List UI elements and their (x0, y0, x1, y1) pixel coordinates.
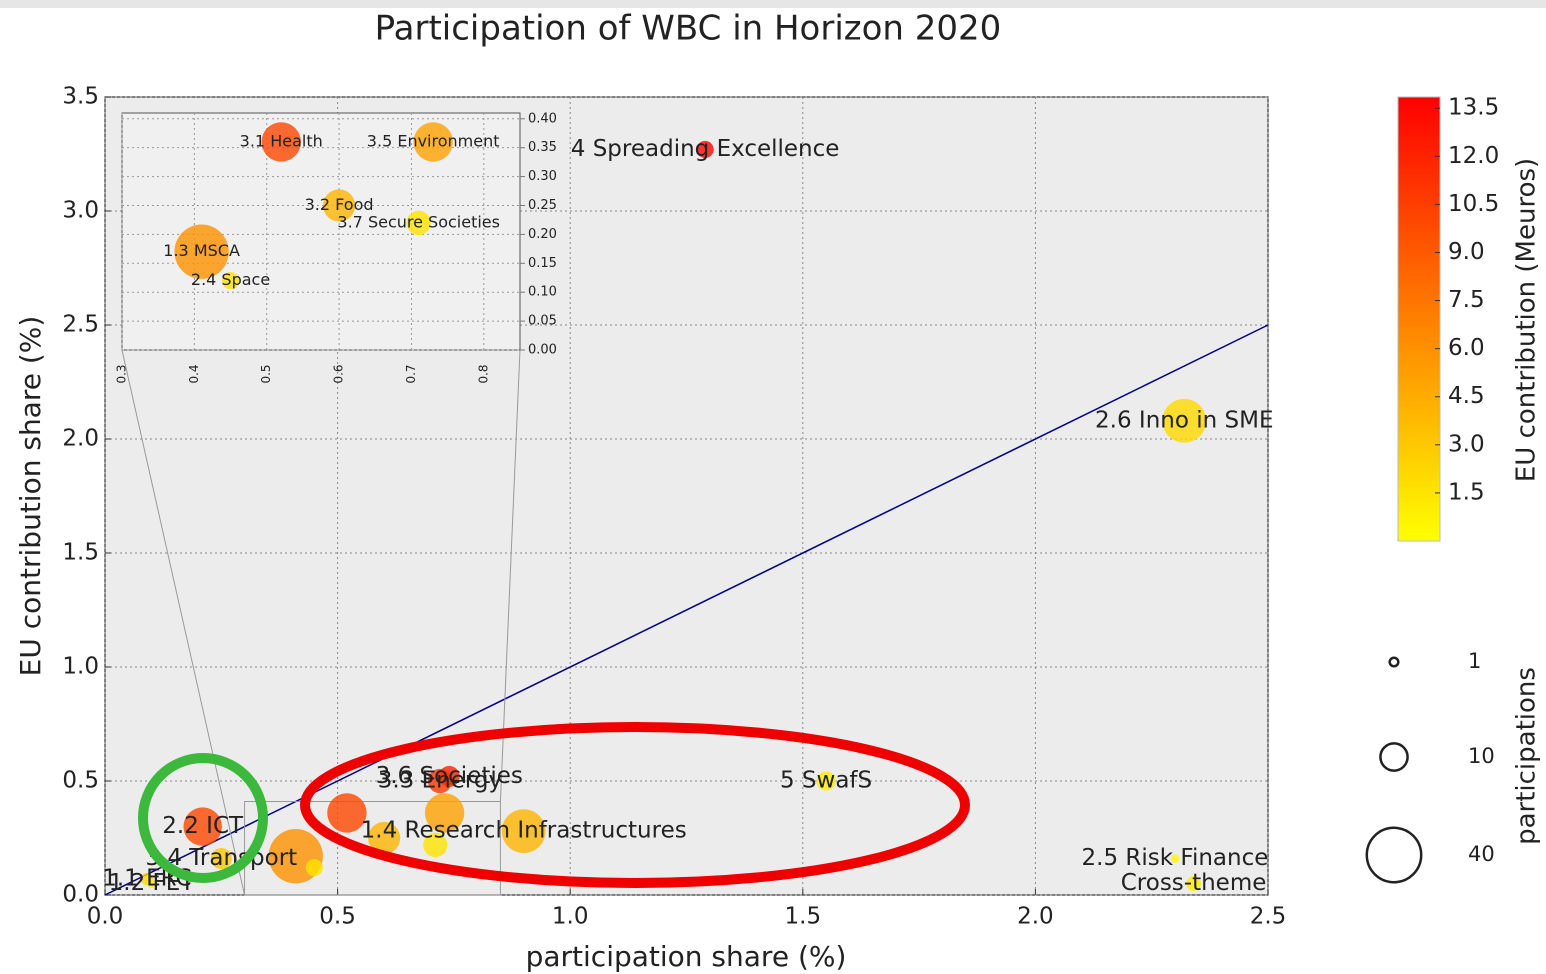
point-label: 3.3 Energy (378, 768, 502, 794)
zoom-connector (499, 349, 521, 802)
y-tick-label: 1.0 (62, 654, 99, 680)
y-tick-label: 3.5 (62, 84, 99, 110)
inset-bubble (221, 272, 240, 290)
inset-y-tick-label: 0.35 (528, 140, 557, 155)
bubble (424, 793, 465, 833)
y-tick-label: 3.0 (62, 198, 99, 224)
size-legend-title: participations (1512, 667, 1542, 845)
bubble (147, 879, 156, 888)
inset-bubble (406, 210, 431, 235)
inset-x-tick-label: 0.6 (332, 364, 346, 383)
inset-bubble (413, 122, 453, 162)
zoom-connector (121, 349, 246, 896)
point-label: 3.6 Societies (376, 763, 523, 789)
colorbar (1397, 96, 1441, 542)
colorbar-label: EU contribution (Meuros) (1512, 158, 1542, 482)
bubble (501, 809, 546, 854)
bubble (327, 793, 367, 833)
colorbar-tick-label: 13.5 (1448, 95, 1499, 121)
colorbar-tick-label: 3.0 (1448, 431, 1485, 457)
x-axis-label: participation share (%) (526, 940, 847, 973)
point-label: Cross-theme (1121, 870, 1267, 896)
inset-point-label: 3.7 Secure Societies (337, 212, 500, 231)
size-legend-label: 1 (1468, 649, 1481, 673)
bubble (305, 859, 323, 877)
size-legend-marker (1388, 656, 1400, 668)
point-label: 5 SwafS (780, 768, 872, 794)
bubble (210, 847, 232, 870)
y-tick-label: 2.0 (62, 426, 99, 452)
x-tick-label: 1.5 (785, 904, 822, 930)
colorbar-tick-label: 7.5 (1448, 287, 1485, 313)
inset-x-tick-label: 0.4 (187, 364, 201, 383)
bubble (368, 821, 401, 855)
inset-y-tick-label: 0.20 (528, 227, 557, 242)
x-tick-label: 2.5 (1250, 904, 1287, 930)
size-legend-marker (1379, 742, 1409, 772)
bubble (816, 771, 836, 791)
colorbar-tick-label: 10.5 (1448, 191, 1499, 217)
y-tick-label: 0.5 (62, 768, 99, 794)
inset-y-tick-label: 0.40 (528, 111, 557, 126)
bubble (1186, 876, 1202, 892)
x-tick-label: 2.0 (1017, 904, 1054, 930)
inset-x-tick-label: 0.7 (404, 364, 418, 383)
size-legend-label: 10 (1468, 744, 1495, 768)
inset-point-label: 3.5 Environment (367, 131, 500, 150)
inset-y-tick-label: 0.00 (528, 343, 557, 358)
point-label: 1.4 Research Infrastructures (361, 818, 687, 844)
bubble (427, 768, 453, 794)
reference-line (104, 324, 1269, 896)
inset-point-label: 2.4 Space (191, 270, 270, 289)
bubble (1170, 854, 1180, 863)
annotation-ellipse (300, 722, 970, 888)
inset-y-tick-label: 0.10 (528, 285, 557, 300)
point-label: 2.2 ICT (162, 813, 244, 839)
inset-bubble (174, 224, 229, 279)
inset-point-label: 3.2 Food (305, 195, 374, 214)
point-label: 2.5 Risk Finance (1082, 845, 1269, 871)
top-bar (0, 0, 1546, 8)
inset-y-tick-label: 0.15 (528, 256, 557, 271)
point-label: 4 Spreading Excellence (571, 136, 840, 162)
bubble (696, 140, 714, 159)
annotation-circle (138, 753, 268, 883)
x-tick-label: 0.0 (87, 904, 124, 930)
inset-point-label: 3.1 Health (240, 131, 323, 150)
inset-bubble (261, 122, 301, 162)
point-label: 2.6 Inno in SME (1095, 407, 1273, 433)
y-tick-label: 2.5 (62, 312, 99, 338)
colorbar-tick-label: 9.0 (1448, 239, 1485, 265)
size-legend-label: 40 (1468, 842, 1495, 866)
y-tick-label: 0.0 (62, 882, 99, 908)
inset-x-tick-label: 0.5 (259, 364, 273, 383)
inset-x-tick-label: 0.8 (476, 364, 490, 383)
colorbar-tick-label: 1.5 (1448, 479, 1485, 505)
inset-y-tick-label: 0.30 (528, 169, 557, 184)
colorbar-tick-label: 12.0 (1448, 143, 1499, 169)
inset-y-tick-label: 0.25 (528, 198, 557, 213)
size-legend-marker (1365, 826, 1423, 884)
colorbar-tick-label: 6.0 (1448, 335, 1485, 361)
y-axis-label: EU contribution share (%) (14, 316, 47, 677)
inset-bubble (323, 189, 356, 222)
colorbar-tick-label: 4.5 (1448, 383, 1485, 409)
x-tick-label: 1.0 (552, 904, 589, 930)
zoom-box (244, 801, 501, 896)
inset-x-tick-label: 0.3 (115, 364, 129, 383)
inset-point-label: 1.3 MSCA (163, 241, 240, 260)
inset-y-tick-label: 0.05 (528, 314, 557, 329)
y-tick-label: 1.5 (62, 540, 99, 566)
bubble (423, 832, 448, 858)
bubble (183, 807, 222, 846)
bubble (1162, 398, 1207, 443)
x-tick-label: 0.5 (319, 904, 356, 930)
chart-title: Participation of WBC in Horizon 2020 (375, 9, 1002, 49)
